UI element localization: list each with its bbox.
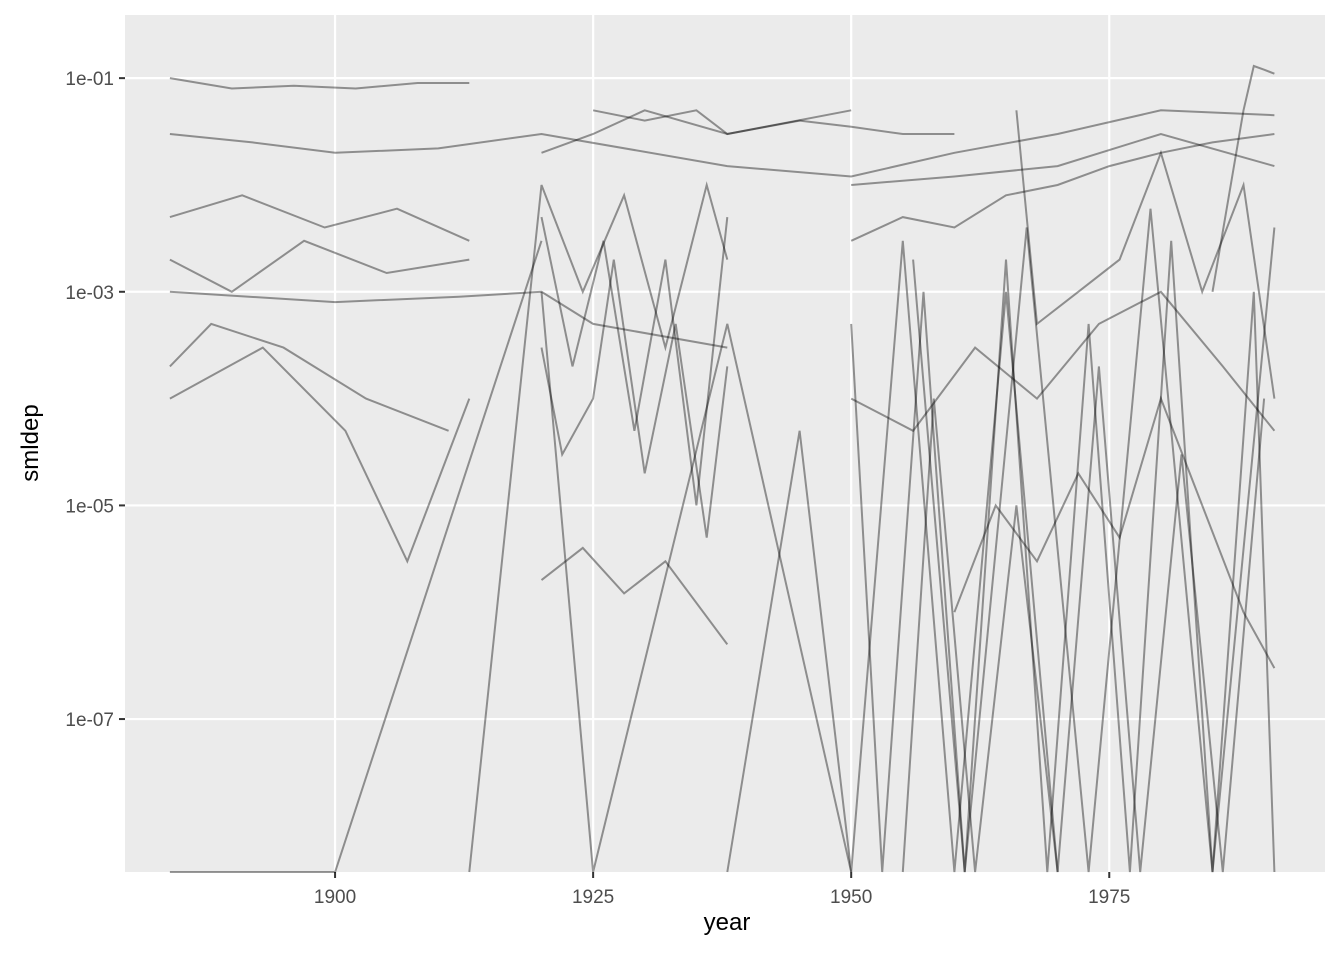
y-tick-label: 1e-01 [65, 69, 114, 90]
series-line [541, 109, 852, 154]
x-tick-label: 1900 [314, 887, 356, 908]
series-line [540, 216, 729, 506]
series-line [1015, 110, 1276, 399]
x-tick-label: 1925 [572, 887, 614, 908]
x-tick-label: 1950 [830, 887, 872, 908]
series-line [912, 208, 1276, 873]
series-line [851, 132, 1275, 186]
series-line [169, 194, 470, 242]
y-tick-label: 1e-05 [65, 496, 114, 517]
y-tick-label: 1e-07 [65, 710, 114, 731]
series-line [850, 290, 1276, 433]
series-line [850, 240, 1276, 873]
series-line [592, 109, 955, 136]
x-tick-label: 1975 [1088, 887, 1130, 908]
series-line [953, 395, 1276, 669]
series-line [169, 77, 470, 90]
y-axis-title: smldep [17, 404, 44, 481]
series-line [169, 290, 728, 349]
series-line [850, 133, 1275, 242]
x-axis-title: year [704, 909, 751, 936]
series-line [169, 239, 470, 293]
series-line [169, 346, 471, 564]
panel [125, 15, 1325, 872]
series-line [169, 109, 1275, 178]
series-line [169, 240, 543, 873]
series-line [169, 322, 449, 432]
series-line [540, 259, 729, 538]
series-line [540, 546, 729, 645]
series-line [540, 291, 853, 873]
y-tick-label: 1e-03 [65, 283, 114, 304]
series-line [468, 181, 729, 873]
series-line [1211, 64, 1275, 292]
series-line [726, 240, 1059, 873]
series-line [901, 366, 1266, 873]
